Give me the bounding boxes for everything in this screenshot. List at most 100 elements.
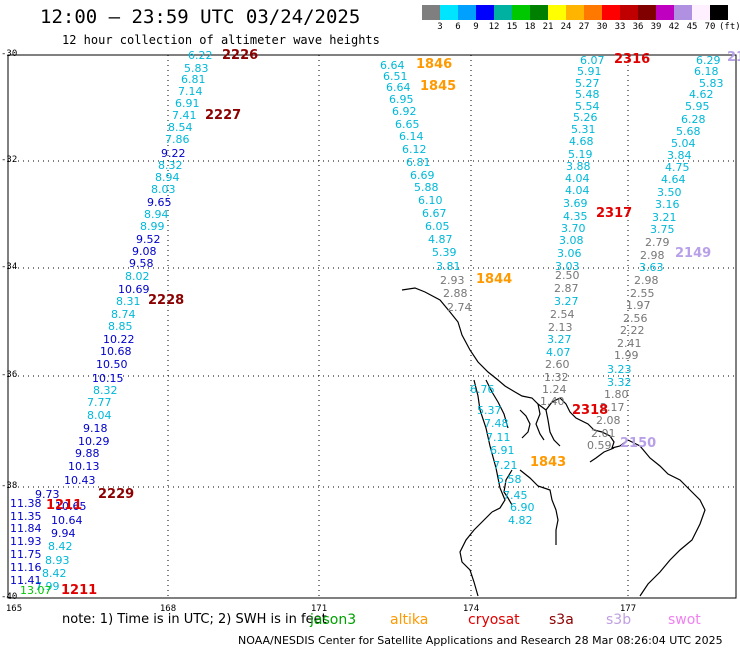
wave-height-value: 6.07 (580, 54, 605, 67)
wave-height-value: 5.95 (685, 100, 710, 113)
wave-height-value: 10.69 (118, 283, 150, 296)
map-frame (7, 54, 737, 599)
wave-height-value: 2.22 (620, 324, 645, 337)
colorbar-swatch (440, 5, 458, 20)
wave-height-value: 6.14 (399, 130, 424, 143)
wave-height-value: 6.51 (383, 70, 408, 83)
wave-height-value: 2.17 (600, 401, 625, 414)
legend-cryosat: cryosat (468, 612, 520, 628)
map-border (7, 54, 737, 599)
wave-height-value: 2.98 (634, 274, 659, 287)
pass-time-label: 2229 (98, 487, 135, 502)
colorbar-label: 15 (506, 22, 518, 32)
legend-s3b: s3b (606, 612, 632, 628)
wave-height-value: 8.32 (158, 159, 183, 172)
colorbar-label: 45 (686, 22, 698, 32)
wave-height-value: 9.94 (51, 527, 76, 540)
wave-height-value: 3.27 (547, 333, 572, 346)
pass-time-label: 2227 (205, 108, 242, 123)
colorbar-label: 6 (455, 22, 461, 32)
colorbar-labels: 3 6 9 12 15 18 21 24 27 30 33 36 39 42 45 70 (ft) (422, 22, 740, 34)
wave-height-value: 8.99 (140, 220, 165, 233)
colorbar-swatch (548, 5, 566, 20)
wave-height-value: 1.40 (540, 395, 565, 408)
wave-height-value: 1.80 (604, 388, 629, 401)
colorbar-label: 27 (578, 22, 590, 32)
wave-height-value: 8.42 (48, 540, 73, 553)
pass-time-label: 1844 (476, 272, 513, 287)
wave-height-value: 5.26 (573, 111, 598, 124)
wave-height-value: 10.43 (64, 474, 96, 487)
wave-height-value: 8.04 (87, 409, 112, 422)
taranaki-coast (459, 511, 493, 597)
wave-height-value: 6.76 (470, 383, 495, 396)
wave-height-value: 5.68 (676, 125, 701, 138)
wave-height-value: 8.02 (125, 270, 150, 283)
lon-label: 168 (159, 604, 177, 614)
colorbar-swatch (602, 5, 620, 20)
colorbar-label: 36 (632, 22, 644, 32)
wave-height-value: 4.04 (565, 184, 590, 197)
wave-height-value: 6.64 (380, 59, 405, 72)
wave-height-value: 6.10 (418, 194, 443, 207)
pass-time-label: 1845 (420, 79, 457, 94)
wave-height-value: 2.55 (630, 287, 655, 300)
legend-swot: swot (668, 612, 701, 628)
wave-height-value: 7.21 (493, 459, 518, 472)
wave-height-value: 4.35 (563, 210, 588, 223)
pass-time-label: 2317 (596, 206, 633, 221)
colorbar-label: 18 (524, 22, 536, 32)
legend-jason3: jason3 (310, 612, 357, 628)
wave-height-value: 4.87 (428, 233, 453, 246)
pass-time-label: 2228 (148, 293, 185, 308)
wave-height-value: 2.98 (640, 249, 665, 262)
wave-height-value: 9.73 (35, 488, 60, 501)
wave-height-value: 3.16 (655, 198, 680, 211)
wave-height-value: 1.32 (544, 371, 569, 384)
wave-height-value: 8.94 (155, 171, 180, 184)
wave-height-value: 8.94 (144, 208, 169, 221)
wave-height-value: 3.81 (436, 260, 461, 273)
wave-height-value: 6.69 (410, 169, 435, 182)
wave-height-value: 2.60 (545, 358, 570, 371)
wave-height-value: 13.07 (20, 584, 52, 597)
wave-height-value: 10.22 (103, 333, 135, 346)
colorbar-label: 33 (614, 22, 626, 32)
wave-height-value: 6.90 (510, 501, 535, 514)
new-zealand-coastline (401, 287, 706, 597)
colorbar-swatch (422, 5, 440, 20)
colorbar-swatch (530, 5, 548, 20)
wave-height-value: 7.48 (484, 417, 509, 430)
wave-height-value: 6.28 (681, 113, 706, 126)
colorbar-swatch (674, 5, 692, 20)
wave-height-value: 1.97 (626, 299, 651, 312)
wave-height-value: 3.32 (607, 376, 632, 389)
colorbar-swatch (458, 5, 476, 20)
wave-height-value: 5.83 (699, 77, 724, 90)
lat-label: -38 (1, 481, 18, 491)
lon-label: 177 (619, 604, 637, 614)
wave-height-value: 0.59 (587, 439, 612, 452)
bay-of-plenty (589, 447, 615, 463)
pass-time-label: 1843 (530, 455, 567, 470)
wave-height-value: 11.41 (10, 574, 42, 587)
wave-height-value: 11.38 (10, 497, 42, 510)
lon-label: 165 (5, 604, 23, 614)
wave-height-value: 11.35 (10, 510, 42, 523)
wave-height-value: 10.15 (92, 372, 124, 385)
wave-height-value: 4.07 (546, 346, 571, 359)
wave-height-value: 3.23 (607, 363, 632, 376)
wave-height-value: 10.50 (96, 358, 128, 371)
wave-height-value: 7.41 (172, 109, 197, 122)
legend-s3a: s3a (549, 612, 574, 628)
wave-height-value: 3.88 (566, 160, 591, 173)
wave-height-value: 10.13 (68, 460, 100, 473)
colorbar-label: 12 (488, 22, 500, 32)
wave-height-value: 6.81 (406, 156, 431, 169)
credit-text: NOAA/NESDIS Center for Satellite Applica… (238, 634, 723, 647)
map-title: 12:00 — 23:59 UTC 03/24/2025 (40, 6, 361, 28)
wave-height-value: 6.18 (694, 65, 719, 78)
colorbar-swatch (710, 5, 728, 20)
wave-height-value: 6.91 (175, 97, 200, 110)
